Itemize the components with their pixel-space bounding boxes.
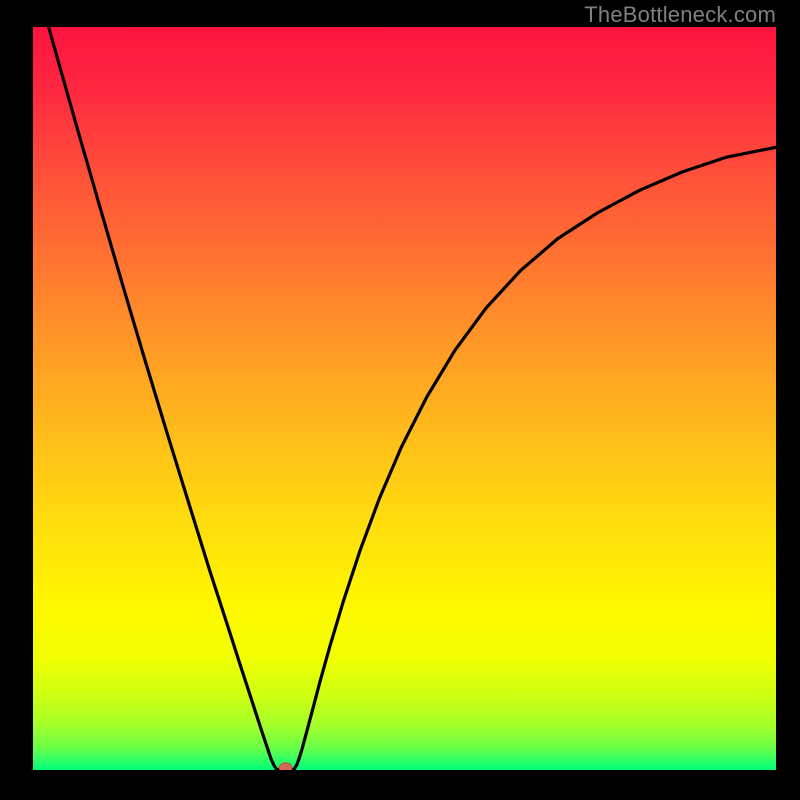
- gradient-background: [33, 27, 776, 770]
- plot-area: [33, 27, 776, 770]
- watermark-text: TheBottleneck.com: [584, 2, 776, 28]
- chart-container: { "chart": { "type": "line", "canvas": {…: [0, 0, 800, 800]
- optimum-marker: [279, 763, 292, 770]
- chart-svg: [33, 27, 776, 770]
